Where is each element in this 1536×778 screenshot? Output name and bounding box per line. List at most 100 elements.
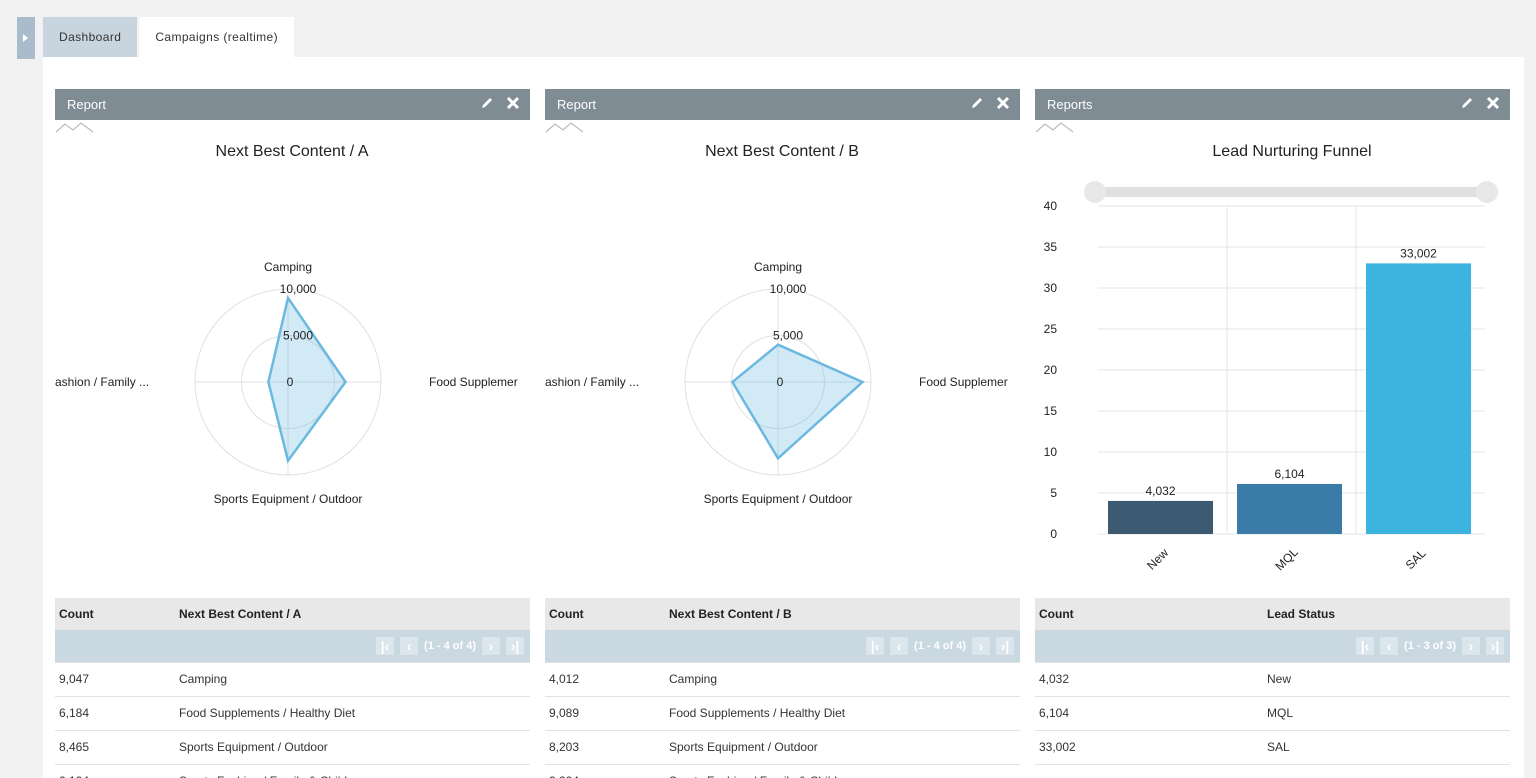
count-cell: 4,012 (545, 662, 665, 697)
chart-type-icon[interactable] (1035, 120, 1075, 134)
column-header-count[interactable]: Count (545, 598, 665, 630)
column-header-count[interactable]: Count (1035, 598, 1263, 630)
count-cell: 9,089 (545, 696, 665, 731)
radial-tick-label: 10,000 (280, 282, 317, 296)
sidebar-toggle[interactable] (17, 17, 35, 59)
y-tick-label: 40 (1044, 199, 1058, 213)
y-tick-label: 5 (1050, 486, 1057, 500)
chart-title: Next Best Content / B (705, 143, 859, 160)
bar-new (1108, 500, 1213, 534)
table-row[interactable]: 8,465 Sports Equipment / Outdoor (55, 730, 530, 765)
next-page-icon[interactable]: › (972, 636, 990, 655)
category-label: ashion / Family ... (55, 375, 149, 389)
chart-type-icon[interactable] (55, 120, 95, 134)
range-slider-handle-right (1476, 181, 1498, 203)
table-row[interactable]: 6,184 Food Supplements / Healthy Diet (55, 696, 530, 731)
tab-dashboard[interactable]: Dashboard (43, 17, 138, 57)
y-tick-label: 10 (1044, 445, 1058, 459)
close-icon[interactable] (996, 96, 1010, 110)
table-row[interactable]: 4,032 New (1035, 662, 1510, 697)
close-icon[interactable] (506, 96, 520, 110)
table-row[interactable]: 8,203 Sports Equipment / Outdoor (545, 730, 1020, 765)
radar-svg: Next Best Content / B 0 5,000 10,000 Camping… (545, 143, 1008, 506)
prev-page-icon[interactable]: ‹ (1380, 636, 1399, 655)
pager-status: (1 - 4 of 4) (914, 639, 966, 652)
first-page-icon[interactable]: |‹ (1356, 636, 1375, 655)
dashboard-content: Report Next Best Content / A 0 5,000 10,000… (43, 57, 1524, 778)
data-label: 4,032 (1145, 484, 1175, 498)
y-tick-label: 0 (1050, 527, 1057, 541)
count-cell: 8,465 (55, 730, 175, 765)
radar-chart-a: Next Best Content / A 0 5,000 10,000 Camping… (55, 120, 530, 598)
count-cell: 9,047 (55, 662, 175, 697)
category-label: Sports Equipment / Outdoor (704, 492, 853, 506)
pager-status: (1 - 4 of 4) (424, 639, 476, 652)
panel-title: Report (557, 97, 597, 112)
column-header-category[interactable]: Next Best Content / A (175, 598, 530, 630)
first-page-icon[interactable]: |‹ (376, 636, 395, 655)
report-panel-funnel: Reports Lead Nurturing Funnel 0 5 10 15 20 25 3… (1035, 89, 1510, 778)
y-tick-label: 20 (1044, 363, 1058, 377)
label-cell: Camping (665, 662, 1020, 697)
label-cell: Sports Equipment / Outdoor (665, 730, 1020, 765)
chart-title: Next Best Content / A (216, 143, 369, 160)
label-cell: Food Supplements / Healthy Diet (665, 696, 1020, 731)
y-tick-label: 15 (1044, 404, 1058, 418)
count-cell: 33,002 (1035, 730, 1263, 765)
edit-icon[interactable] (1460, 96, 1474, 110)
bar-chart-funnel: Lead Nurturing Funnel 0 5 10 15 20 25 30 35 40 4,0… (1035, 120, 1510, 598)
table-row[interactable]: 4,012 Camping (545, 662, 1020, 697)
category-label: ashion / Family ... (545, 375, 639, 389)
next-page-icon[interactable]: › (482, 636, 500, 655)
x-tick-label: SAL (1403, 546, 1429, 572)
table-row[interactable]: 9,089 Food Supplements / Healthy Diet (545, 696, 1020, 731)
count-cell: 3,204 (545, 764, 665, 778)
table-pager: |‹ ‹ (1 - 3 of 3) › ›| (1039, 636, 1510, 655)
edit-icon[interactable] (970, 96, 984, 110)
last-page-icon[interactable]: ›| (1486, 636, 1504, 655)
table-row[interactable]: 9,047 Camping (55, 662, 530, 697)
radial-tick-label: 10,000 (770, 282, 807, 296)
range-slider-handle-left (1084, 181, 1106, 203)
report-panel-b: Report Next Best Content / B 0 5,000 10,000… (545, 89, 1020, 778)
radar-chart-b: Next Best Content / B 0 5,000 10,000 Camping… (545, 120, 1020, 598)
x-tick-label: New (1144, 546, 1171, 573)
last-page-icon[interactable]: ›| (506, 636, 524, 655)
bar-svg: Lead Nurturing Funnel 0 5 10 15 20 25 30 35 40 4,0… (1044, 143, 1498, 574)
close-icon[interactable] (1486, 96, 1500, 110)
y-tick-label: 25 (1044, 322, 1058, 336)
prev-page-icon[interactable]: ‹ (890, 636, 909, 655)
next-page-icon[interactable]: › (1462, 636, 1480, 655)
prev-page-icon[interactable]: ‹ (400, 636, 419, 655)
column-header-status[interactable]: Lead Status (1263, 598, 1510, 630)
tab-bar: Dashboard Campaigns (realtime) (43, 17, 295, 57)
chart-title: Lead Nurturing Funnel (1212, 143, 1371, 160)
label-cell: Sports Fashion / Family & Children (665, 764, 1020, 778)
count-cell: 8,203 (545, 730, 665, 765)
last-page-icon[interactable]: ›| (996, 636, 1014, 655)
table-row[interactable]: 3,204Sports Fashion / Family & Children (545, 764, 1020, 778)
count-cell: 4,032 (1035, 662, 1263, 697)
label-cell: MQL (1263, 696, 1510, 731)
edit-icon[interactable] (480, 96, 494, 110)
radar-series (267, 294, 348, 464)
x-tick-label: MQL (1273, 545, 1302, 574)
radial-tick-label: 0 (287, 375, 294, 389)
table-pager: |‹ ‹ (1 - 4 of 4) › ›| (549, 636, 1020, 655)
column-header-count[interactable]: Count (55, 598, 175, 630)
panel-header: Reports (1035, 89, 1510, 120)
column-header-category[interactable]: Next Best Content / B (665, 598, 1020, 630)
data-table: Count Next Best Content / A |‹ ‹ (1 - 4 … (55, 598, 530, 778)
table-row[interactable]: 2,104Sports Fashion / Family & Children (55, 764, 530, 778)
label-cell: Sports Equipment / Outdoor (175, 730, 530, 765)
table-row[interactable]: 6,104 MQL (1035, 696, 1510, 731)
table-row[interactable]: 33,002 SAL (1035, 730, 1510, 765)
first-page-icon[interactable]: |‹ (866, 636, 885, 655)
pager-status: (1 - 3 of 3) (1404, 639, 1456, 652)
data-label: 6,104 (1274, 467, 1304, 481)
count-cell: 6,104 (1035, 696, 1263, 731)
data-label: 33,002 (1400, 246, 1437, 260)
count-cell: 2,104 (55, 764, 175, 778)
chart-type-icon[interactable] (545, 120, 585, 134)
tab-campaigns-realtime[interactable]: Campaigns (realtime) (139, 17, 295, 57)
